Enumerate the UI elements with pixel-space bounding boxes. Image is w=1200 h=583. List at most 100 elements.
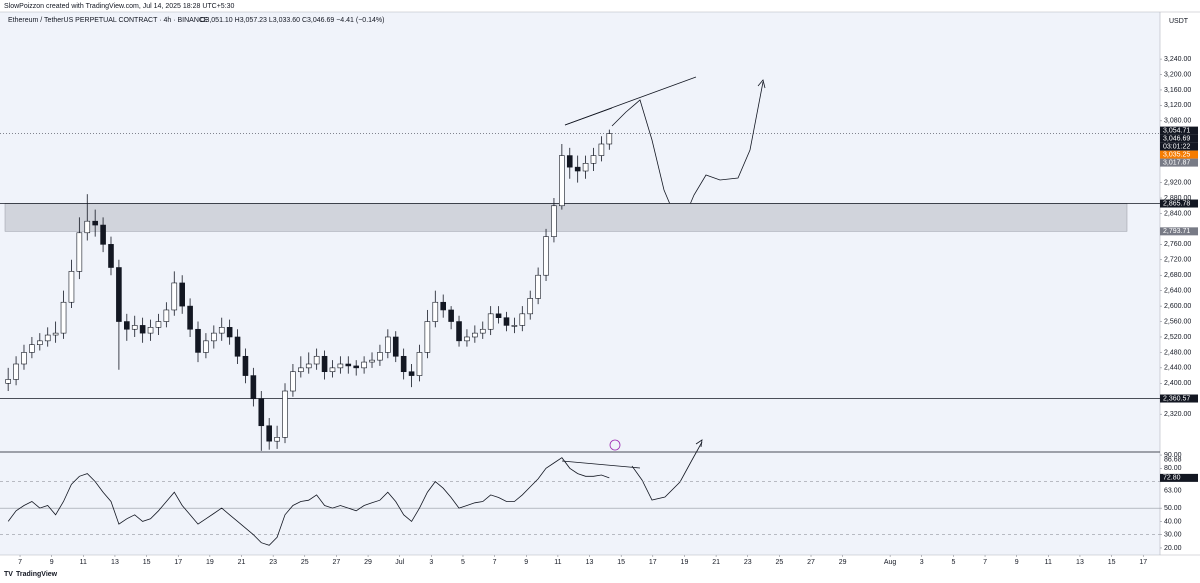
symbol: Ethereum / TetherUS PERPETUAL CONTRACT ·… <box>8 17 209 24</box>
y-tick-label: 3,080.00 <box>1164 118 1191 125</box>
y-tick-label: 80.00 <box>1164 465 1182 472</box>
ohlc: O3,051.10 H3,057.23 L3,033.60 C3,046.69 … <box>200 17 384 24</box>
price-label-box <box>1160 199 1198 208</box>
candle-body <box>527 298 534 315</box>
x-tick-label: 3 <box>920 559 924 566</box>
candle-body <box>195 328 201 353</box>
credit: SlowPoizzon created with TradingView.com… <box>4 3 235 10</box>
candle-body <box>495 313 502 318</box>
x-tick-label: 3 <box>429 559 433 566</box>
candle-body <box>282 390 288 438</box>
candle-body <box>163 309 170 322</box>
candle-body <box>305 363 312 369</box>
candle-body <box>108 244 114 268</box>
x-tick-label: 11 <box>1045 559 1052 566</box>
candle-body <box>234 336 241 357</box>
price-label: 3,046.69 <box>1163 135 1190 142</box>
candle-body <box>353 365 359 369</box>
candle-body <box>606 133 613 145</box>
candle-body <box>100 224 106 245</box>
candle-body <box>226 327 233 338</box>
candle-body <box>551 205 557 237</box>
candle-body <box>147 327 154 334</box>
candle-body <box>472 332 478 338</box>
candle-body <box>218 327 225 334</box>
rsi-forecast <box>631 441 703 501</box>
candle-body <box>543 236 549 276</box>
candle-body <box>250 375 257 400</box>
y-tick-label: 20.00 <box>1164 545 1182 552</box>
candle-body <box>298 367 304 373</box>
y-tick-label: 2,680.00 <box>1164 272 1191 279</box>
brand: TradingView <box>16 571 58 578</box>
candle-body <box>313 355 320 365</box>
x-tick-label: 21 <box>712 559 720 566</box>
candle-body <box>76 232 83 272</box>
x-tick-label: 25 <box>775 559 783 566</box>
candle-body <box>21 352 27 365</box>
candle-body <box>487 313 494 330</box>
price-label: 72.80 <box>1163 475 1181 482</box>
y-tick-label: 2,720.00 <box>1164 257 1191 264</box>
y-tick-label: 40.00 <box>1164 518 1182 525</box>
candle-body <box>329 367 336 373</box>
x-tick-label: Jul <box>395 559 404 566</box>
candle-body <box>187 305 193 330</box>
candle-body <box>503 317 510 326</box>
price-label-box <box>1160 126 1198 135</box>
candle-body <box>171 282 178 311</box>
y-tick-label: 90.00 <box>1164 452 1182 459</box>
x-tick-label: 5 <box>951 559 955 566</box>
plot-background <box>0 12 1160 555</box>
price-label: 2,360.57 <box>1163 395 1190 402</box>
candle-body <box>337 363 344 369</box>
candle-body <box>408 371 415 376</box>
y-tick-label: 2,600.00 <box>1164 303 1191 310</box>
candle-body <box>582 162 589 172</box>
x-tick-label: 9 <box>1015 559 1019 566</box>
candles <box>0 129 1160 451</box>
x-tick-label: 9 <box>50 559 54 566</box>
price-label: 3,035.25 <box>1163 151 1190 158</box>
x-tick-label: 7 <box>493 559 497 566</box>
candle-body <box>116 267 122 322</box>
candle-body <box>385 336 391 353</box>
candle-body <box>211 332 217 342</box>
x-tick-label: 27 <box>333 559 341 566</box>
y-tick-label: 2,880.00 <box>1164 195 1191 202</box>
candle-body <box>321 355 328 373</box>
x-tick-label: 15 <box>1108 559 1116 566</box>
arrowhead <box>757 79 766 89</box>
candle-body <box>519 313 526 326</box>
candle-body <box>266 425 272 442</box>
y-tick-label: 2,760.00 <box>1164 241 1191 248</box>
x-tick-label: 13 <box>586 559 594 566</box>
x-tick-label: 9 <box>524 559 528 566</box>
rsi-pane <box>0 457 1160 546</box>
candle-body <box>566 155 573 168</box>
price-label: 3,017.87 <box>1163 159 1190 166</box>
y-tick-label: 2,400.00 <box>1164 380 1191 387</box>
y-tick-label: 2,440.00 <box>1164 365 1191 372</box>
x-tick-label: 21 <box>238 559 246 566</box>
price-label: 3,054.71 <box>1163 127 1190 134</box>
y-tick-label: 2,320.00 <box>1164 411 1191 418</box>
rsi-line <box>7 457 610 546</box>
x-tick-label: 17 <box>1139 559 1147 566</box>
candle-body <box>52 332 59 336</box>
x-tick-label: 25 <box>301 559 309 566</box>
candle-body <box>258 398 265 427</box>
candle-body <box>37 340 43 346</box>
countdown: 03:01:22 <box>1163 143 1190 150</box>
trendline <box>564 107 613 126</box>
candle-body <box>203 340 209 353</box>
y-tick-label: 2,920.00 <box>1164 179 1191 186</box>
candle-body <box>440 301 447 311</box>
x-tick-label: 15 <box>143 559 151 566</box>
candle-body <box>392 336 399 357</box>
candle-body <box>242 355 249 376</box>
candle-body <box>84 220 91 234</box>
candle-body <box>456 321 462 342</box>
